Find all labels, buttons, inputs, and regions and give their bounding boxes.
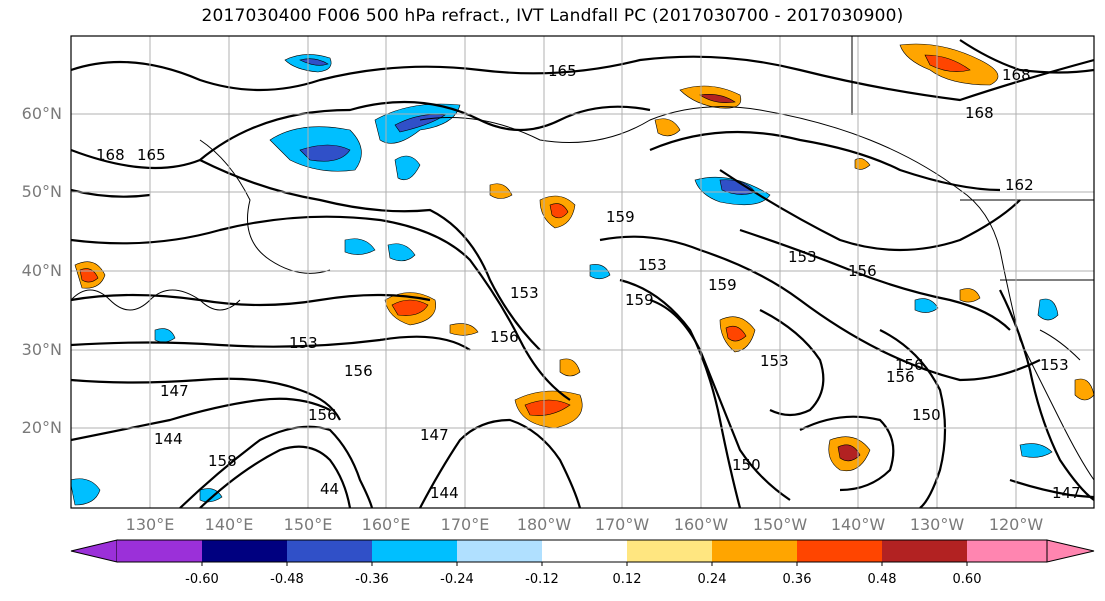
- lon-label: 170°E: [440, 515, 490, 534]
- colorbar-bin: [117, 540, 202, 562]
- colorbar-bin: [372, 540, 457, 562]
- colorbar-bin: [882, 540, 967, 562]
- contour-label: 158: [208, 452, 237, 470]
- colorbar-bin: [287, 540, 372, 562]
- colorbar-bin: [967, 540, 1047, 562]
- contour-label: 168: [965, 104, 994, 122]
- colorbar-bin: [627, 540, 712, 562]
- colorbar-tick-label: 0.24: [697, 572, 727, 587]
- colorbar-bin: [712, 540, 797, 562]
- lon-label: 170°W: [594, 515, 650, 534]
- contour-label: 159: [708, 276, 737, 294]
- map-area: [71, 36, 1094, 508]
- lon-label: 160°W: [673, 515, 729, 534]
- colorbar: [70, 539, 1095, 566]
- contour-label: 153: [760, 352, 789, 370]
- lat-label: 60°N: [21, 104, 62, 123]
- lon-label: 130°W: [909, 515, 965, 534]
- contour-label: 153: [510, 284, 539, 302]
- colorbar-tick-label: -0.36: [355, 572, 389, 587]
- contour-label: 153: [289, 334, 318, 352]
- lon-label: 150°E: [283, 515, 333, 534]
- colorbar-extend-low: [70, 539, 118, 563]
- lon-label: 160°E: [361, 515, 411, 534]
- colorbar-tick-label: -0.48: [270, 572, 304, 587]
- lon-label: 180°W: [516, 515, 572, 534]
- contour-label: 165: [137, 146, 166, 164]
- contour-label: 159: [606, 208, 635, 226]
- graticule: [71, 36, 1094, 508]
- contour-label: 153: [1040, 356, 1069, 374]
- lon-label: 150°W: [752, 515, 808, 534]
- contour-label: 153: [788, 248, 817, 266]
- contour-label: 144: [430, 484, 459, 502]
- contour-label: 44: [320, 480, 339, 498]
- contour-label: 165: [548, 62, 577, 80]
- colorbar-bin: [457, 540, 542, 562]
- contour-label: 156: [895, 356, 924, 374]
- contour-label: 162: [1005, 176, 1034, 194]
- lat-label: 40°N: [21, 261, 62, 280]
- colorbar-bin: [797, 540, 882, 562]
- contour-label: 147: [1052, 484, 1081, 502]
- lon-label: 130°E: [125, 515, 175, 534]
- contour-label: 156: [344, 362, 373, 380]
- colorbar-tick-label: 0.12: [612, 572, 642, 587]
- colorbar-tick-label: 0.48: [867, 572, 897, 587]
- lon-label: 140°E: [204, 515, 254, 534]
- lat-label: 20°N: [21, 418, 62, 437]
- contour-label: 153: [638, 256, 667, 274]
- colorbar-tick-label: -0.60: [185, 572, 219, 587]
- contour-label: 147: [420, 426, 449, 444]
- colorbar-tick-label: -0.24: [440, 572, 474, 587]
- contour-label: 147: [160, 382, 189, 400]
- contour-label: 156: [848, 262, 877, 280]
- contour-label: 168: [96, 146, 125, 164]
- contour-label: 150: [912, 406, 941, 424]
- colorbar-bin: [542, 540, 627, 562]
- contour-label: 156: [308, 406, 337, 424]
- colorbar-tick-label: 0.36: [782, 572, 812, 587]
- lon-label: 140°W: [830, 515, 886, 534]
- map-frame: [70, 35, 1095, 509]
- contour-label: 156: [490, 328, 519, 346]
- height-contours: [71, 39, 1094, 508]
- contour-label: 156: [886, 368, 915, 386]
- colorbar-tick-label: -0.12: [525, 572, 559, 587]
- colorbar-bin: [202, 540, 287, 562]
- contour-label: 168: [1002, 66, 1031, 84]
- lon-label: 120°W: [988, 515, 1044, 534]
- contour-label: 144: [154, 430, 183, 448]
- lat-label: 50°N: [21, 182, 62, 201]
- lat-label: 30°N: [21, 340, 62, 359]
- contour-labels: 165 168 168 168 165 162 159 153 153 156 …: [96, 62, 1081, 502]
- map-title: 2017030400 F006 500 hPa refract., IVT La…: [201, 6, 904, 26]
- colorbar-tick-label: 0.60: [952, 572, 982, 587]
- contour-label: 159: [625, 291, 654, 309]
- colorbar-extend-high: [1046, 539, 1095, 563]
- contour-label: 150: [732, 456, 761, 474]
